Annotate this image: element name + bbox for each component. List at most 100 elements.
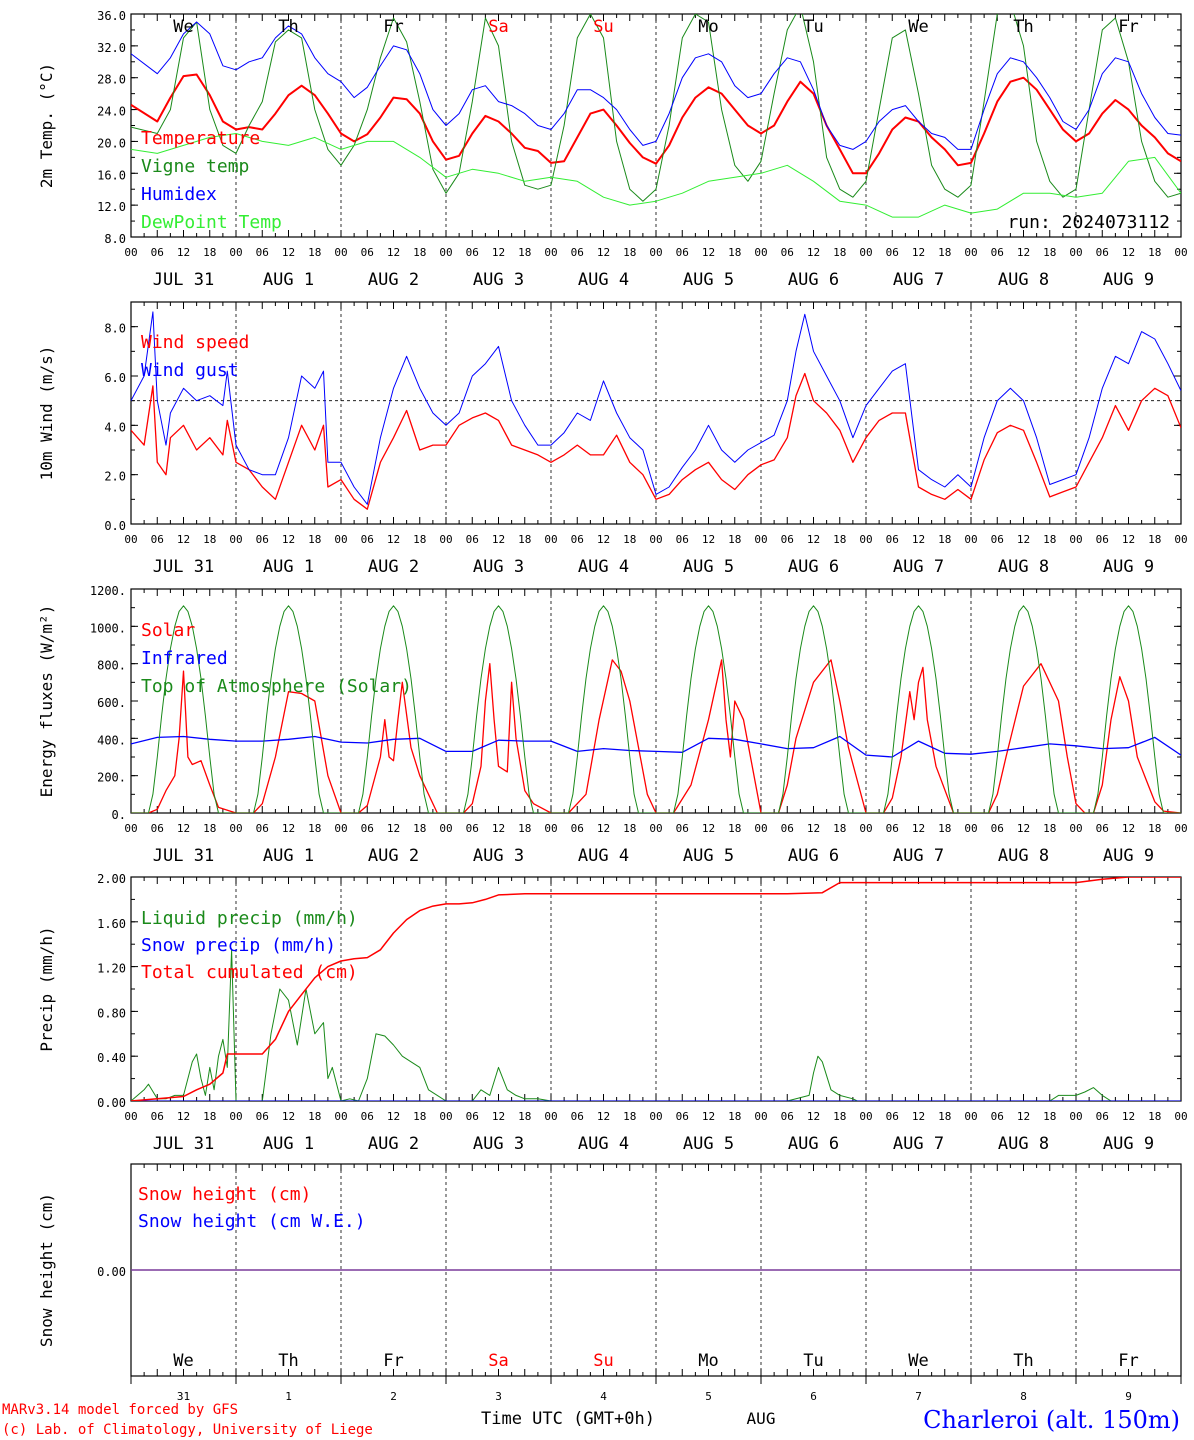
legend-solar: Solar	[141, 620, 195, 641]
hour-label: 18	[833, 533, 846, 546]
hour-label: 06	[151, 1110, 164, 1123]
date-label: AUG 2	[368, 557, 419, 577]
day-abbr: Th	[1013, 17, 1033, 37]
hour-label: 06	[466, 1110, 479, 1123]
y-tick-label: 2.0	[104, 470, 126, 484]
hour-label: 12	[912, 1110, 925, 1123]
day-abbr: Th	[278, 1351, 298, 1371]
hour-label: 00	[649, 246, 662, 259]
hour-label: 12	[177, 246, 190, 259]
hour-label: 18	[203, 533, 216, 546]
hour-label: 06	[886, 822, 899, 835]
legend-temperature: Temperature	[141, 128, 260, 149]
hour-label: 18	[728, 822, 741, 835]
date-label: AUG 9	[1103, 557, 1154, 577]
hour-label: 00	[859, 246, 872, 259]
hour-label: 12	[702, 246, 715, 259]
hour-label: 12	[1017, 533, 1030, 546]
legend-wind-speed: Wind speed	[141, 332, 249, 353]
date-label: AUG 9	[1103, 270, 1154, 290]
hour-label: 00	[1174, 246, 1187, 259]
y-tick-label: 36.0	[97, 9, 126, 23]
day-abbr: Th	[1013, 1351, 1033, 1371]
date-label: AUG 2	[368, 270, 419, 290]
hour-label: 06	[886, 533, 899, 546]
date-label: AUG 8	[998, 270, 1049, 290]
hour-label: 06	[676, 1110, 689, 1123]
date-label: AUG 8	[998, 846, 1049, 866]
series-dewpoint-temp	[131, 133, 1181, 218]
date-label: AUG 1	[263, 557, 314, 577]
hour-label: 06	[991, 822, 1004, 835]
day-abbr: We	[173, 1351, 193, 1371]
date-label: JUL 31	[153, 270, 214, 290]
hour-label: 06	[466, 246, 479, 259]
hour-label: 00	[229, 533, 242, 546]
date-label: AUG 6	[788, 1134, 839, 1154]
hour-label: 06	[151, 533, 164, 546]
hour-label: 00	[544, 822, 557, 835]
y-tick-label: 12.0	[97, 200, 126, 214]
hour-label: 06	[256, 246, 269, 259]
hour-label: 12	[282, 822, 295, 835]
legend-top-of-atmosphere-solar: Top of Atmosphere (Solar)	[141, 676, 412, 697]
hour-label: 12	[1017, 822, 1030, 835]
legend-total-cumulated-cm: Total cumulated (cm)	[141, 962, 358, 983]
day-number: 5	[705, 1390, 712, 1403]
hour-label: 00	[754, 822, 767, 835]
hour-label: 00	[964, 1110, 977, 1123]
hour-label: 12	[597, 246, 610, 259]
day-abbr: Fr	[383, 17, 403, 37]
day-number: 4	[600, 1390, 607, 1403]
day-abbr: Mo	[698, 17, 718, 37]
hour-label: 00	[1174, 822, 1187, 835]
legend-dewpoint-temp: DewPoint Temp	[141, 212, 282, 233]
location-label: Charleroi (alt. 150m)	[923, 1406, 1180, 1434]
series-total-cumulated-cm	[131, 877, 1181, 1101]
hour-label: 18	[833, 246, 846, 259]
day-abbr: Fr	[383, 1351, 403, 1371]
date-label: AUG 7	[893, 270, 944, 290]
hour-label: 18	[1043, 246, 1056, 259]
date-label: AUG 3	[473, 846, 524, 866]
date-label: AUG 6	[788, 270, 839, 290]
hour-label: 06	[781, 1110, 794, 1123]
legend-snow-height-cm-w-e: Snow height (cm W.E.)	[138, 1211, 366, 1232]
y-tick-label: 0.	[112, 808, 126, 822]
hour-label: 00	[859, 1110, 872, 1123]
hour-label: 12	[177, 822, 190, 835]
hour-label: 00	[859, 822, 872, 835]
y-tick-label: 1000.	[90, 621, 126, 635]
date-label: AUG 6	[788, 557, 839, 577]
hour-label: 18	[308, 246, 321, 259]
hour-label: 18	[518, 1110, 531, 1123]
hour-label: 00	[229, 1110, 242, 1123]
hour-label: 18	[1148, 246, 1161, 259]
hour-label: 06	[1096, 1110, 1109, 1123]
date-label: AUG 5	[683, 846, 734, 866]
date-label: AUG 3	[473, 1134, 524, 1154]
y-axis-label: Precip (mm/h)	[37, 926, 56, 1051]
hour-label: 00	[859, 533, 872, 546]
hour-label: 06	[256, 822, 269, 835]
day-number: 1	[285, 1390, 292, 1403]
hour-label: 18	[203, 822, 216, 835]
hour-label: 18	[728, 1110, 741, 1123]
run-label: run: 2024073112	[1007, 212, 1170, 233]
hour-label: 18	[1043, 822, 1056, 835]
date-label: AUG 1	[263, 270, 314, 290]
hour-label: 00	[1069, 822, 1082, 835]
hour-label: 00	[334, 533, 347, 546]
hour-label: 00	[964, 533, 977, 546]
hour-label: 06	[781, 246, 794, 259]
hour-label: 12	[492, 1110, 505, 1123]
hour-label: 18	[518, 533, 531, 546]
hour-label: 06	[466, 822, 479, 835]
y-tick-label: 4.0	[104, 420, 126, 434]
y-axis-label: Snow height (cm)	[37, 1193, 56, 1347]
date-label: AUG 1	[263, 846, 314, 866]
day-abbr: Tu	[803, 1351, 823, 1371]
hour-label: 18	[518, 246, 531, 259]
hour-label: 12	[1017, 1110, 1030, 1123]
hour-label: 06	[991, 533, 1004, 546]
